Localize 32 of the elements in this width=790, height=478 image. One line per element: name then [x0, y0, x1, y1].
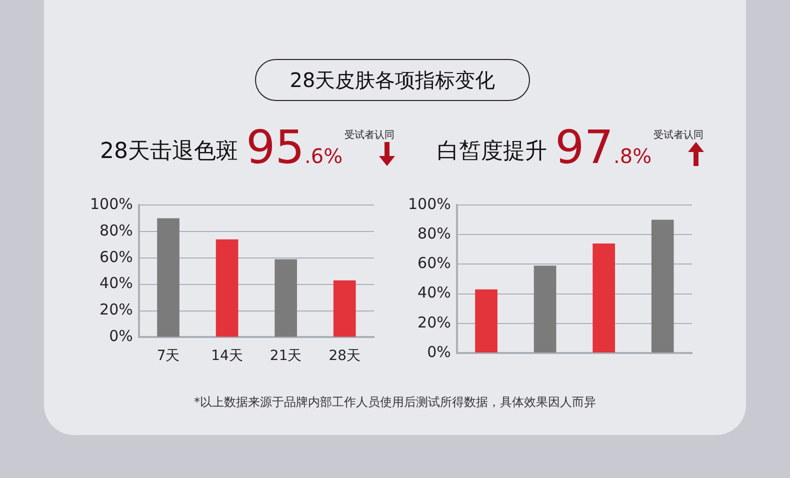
- y-tick-label: 100%: [90, 194, 133, 213]
- bar: [651, 220, 674, 352]
- y-tick-label: 60%: [100, 248, 133, 266]
- text: 95.6%: [246, 120, 343, 174]
- y-tick-label: 100%: [408, 194, 451, 213]
- bar: [475, 289, 498, 352]
- bar: [274, 259, 297, 337]
- bar: [333, 280, 356, 337]
- y-tick-label: 0%: [427, 342, 451, 361]
- x-tick-label: 7天: [156, 348, 180, 364]
- x-tick-label: 21天: [270, 348, 302, 364]
- y-tick-label: 60%: [418, 254, 451, 272]
- text: 受试者认同: [344, 128, 395, 142]
- bar: [216, 239, 238, 337]
- text: 97.8%: [555, 120, 652, 174]
- bar: [157, 218, 180, 337]
- y-tick-label: 80%: [418, 224, 451, 242]
- text: 受试者认同: [654, 128, 704, 142]
- y-tick-label: 0%: [109, 327, 133, 346]
- y-tick-label: 20%: [100, 300, 133, 319]
- y-tick-label: 40%: [100, 274, 133, 292]
- x-tick-label: 28天: [328, 348, 361, 364]
- bar: [592, 243, 615, 352]
- y-tick-label: 40%: [418, 284, 451, 302]
- chart-title: 白皙度提升: [437, 138, 547, 166]
- y-tick-label: 20%: [418, 313, 451, 332]
- y-tick-label: 80%: [100, 221, 133, 240]
- text: 28天皮肤各项指标变化: [255, 59, 530, 101]
- text: *以上数据来源于品牌内部工作人员使用后测试所得数据，具体效果因人而异: [193, 394, 597, 411]
- x-tick-label: 14天: [211, 348, 243, 364]
- chart-title: 28天击退色斑: [100, 138, 238, 166]
- bar: [534, 266, 556, 352]
